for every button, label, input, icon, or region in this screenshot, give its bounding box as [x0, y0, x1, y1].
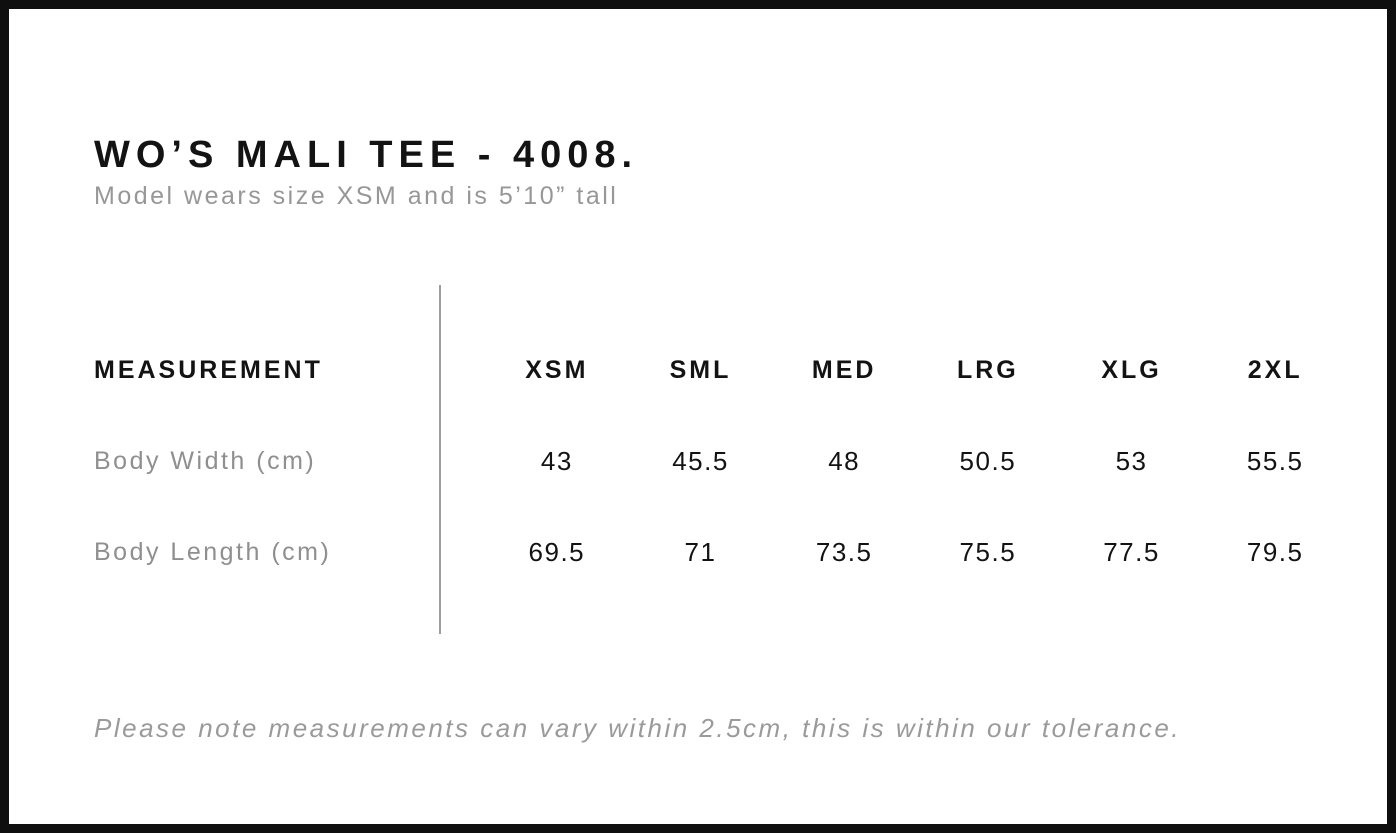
row-label-body-width: Body Width (cm): [94, 447, 317, 475]
size-column-header-med: MED: [811, 356, 877, 384]
size-column-header-xsm: XSM: [525, 356, 589, 384]
body-width-value-lrg: 50.5: [959, 446, 1017, 476]
size-chart-table: MEASUREMENT XSM SML MED LRG XLG 2XL Body…: [94, 325, 1347, 598]
row-label-body-length: Body Length (cm): [94, 538, 332, 566]
size-column-header-lrg: LRG: [956, 356, 1019, 384]
page-title: WO’S MALI TEE - 4008.: [94, 134, 639, 177]
body-length-value-xsm: 69.5: [528, 537, 586, 567]
tolerance-note: Please note measurements can vary within…: [94, 713, 1182, 743]
page-subtitle: Model wears size XSM and is 5’10” tall: [94, 182, 619, 210]
body-length-value-lrg: 75.5: [959, 537, 1017, 567]
body-width-value-2xl: 55.5: [1246, 446, 1304, 476]
size-column-header-2xl: 2XL: [1247, 356, 1303, 384]
table-row-body-width: Body Width (cm) 43 45.5 48 50.5 53 55.5: [94, 416, 1347, 507]
table-row-body-length: Body Length (cm) 69.5 71 73.5 75.5 77.5 …: [94, 507, 1347, 598]
size-column-header-xlg: XLG: [1101, 356, 1162, 384]
body-length-value-med: 73.5: [815, 537, 873, 567]
body-width-value-med: 48: [828, 446, 861, 476]
size-column-header-sml: SML: [669, 356, 732, 384]
body-width-value-xsm: 43: [540, 446, 573, 476]
body-length-value-xlg: 77.5: [1103, 537, 1160, 567]
body-width-value-xlg: 53: [1115, 446, 1148, 476]
body-length-value-sml: 71: [684, 537, 717, 567]
body-length-value-2xl: 79.5: [1246, 537, 1304, 567]
table-header-row: MEASUREMENT XSM SML MED LRG XLG 2XL: [94, 325, 1347, 416]
body-width-value-sml: 45.5: [672, 446, 729, 476]
column-divider: [439, 285, 441, 634]
measurement-column-header: MEASUREMENT: [94, 356, 323, 384]
